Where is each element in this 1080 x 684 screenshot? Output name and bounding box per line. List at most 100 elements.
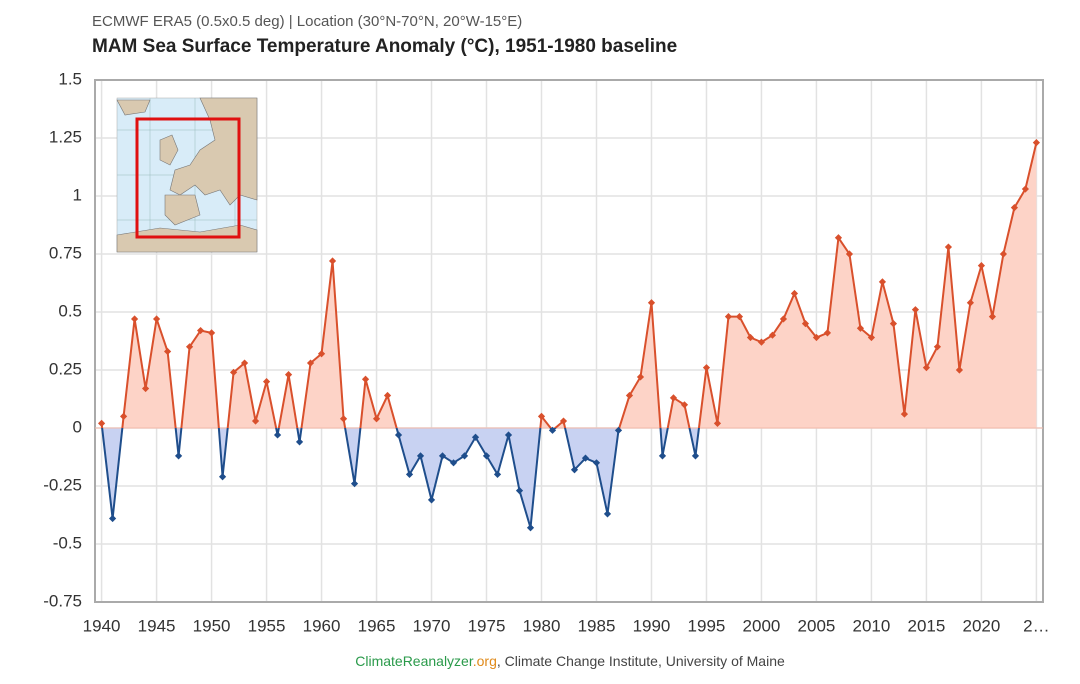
data-point — [163, 347, 172, 356]
data-point — [911, 306, 920, 314]
y-tick-label: -0.75 — [43, 591, 82, 610]
x-tick-label: 2015 — [908, 616, 946, 635]
data-point — [757, 338, 766, 346]
data-point — [339, 415, 348, 423]
source-domain: .org — [473, 653, 497, 669]
x-tick-label: 1960 — [303, 616, 341, 635]
data-point — [724, 313, 733, 321]
data-point — [878, 278, 887, 286]
data-point — [636, 373, 645, 381]
data-point — [614, 426, 623, 434]
data-point — [119, 412, 128, 420]
data-point — [713, 419, 722, 427]
data-point — [504, 431, 513, 439]
y-tick-label: 1.5 — [58, 69, 82, 88]
data-point — [449, 459, 458, 467]
source-site: ClimateReanalyzer — [355, 653, 474, 669]
data-point — [834, 234, 843, 242]
data-point — [361, 375, 370, 383]
data-point — [900, 410, 909, 418]
data-point — [548, 426, 557, 434]
data-point — [801, 320, 810, 328]
data-point — [108, 514, 117, 523]
data-point — [658, 452, 667, 460]
data-point — [922, 364, 931, 372]
positive-line — [100, 142, 1038, 428]
data-point — [966, 299, 975, 307]
data-point — [845, 250, 854, 258]
data-point — [746, 333, 755, 342]
data-point — [570, 466, 579, 474]
data-point — [735, 313, 744, 321]
data-point — [306, 359, 315, 367]
data-point — [493, 470, 502, 478]
data-point — [559, 417, 568, 425]
y-tick-label: -0.25 — [43, 475, 82, 494]
y-tick-label: 1 — [73, 185, 82, 204]
data-point — [581, 454, 590, 462]
data-point — [372, 415, 381, 423]
data-point — [889, 320, 898, 328]
data-point — [999, 250, 1008, 258]
data-point — [977, 262, 986, 270]
x-tick-label: 1980 — [523, 616, 561, 635]
data-point — [273, 431, 282, 439]
data-point — [944, 243, 953, 251]
data-point — [1010, 204, 1019, 212]
data-point — [295, 438, 304, 446]
data-point — [394, 431, 403, 439]
data-point — [768, 331, 777, 339]
y-tick-label: -0.5 — [53, 533, 82, 552]
y-tick-label: 0.75 — [49, 243, 82, 262]
data-point — [405, 470, 414, 478]
plot-frame — [94, 79, 1044, 603]
data-point — [383, 391, 392, 400]
data-point — [97, 419, 106, 427]
data-point — [185, 343, 194, 351]
map-inset — [116, 97, 258, 253]
x-tick-label: 2000 — [743, 616, 781, 635]
data-point — [647, 299, 656, 307]
data-point — [416, 452, 425, 460]
data-point — [438, 452, 447, 460]
x-tick-label: 1975 — [468, 616, 506, 635]
x-tick-label: 1950 — [193, 616, 231, 635]
x-tick-label: 1955 — [248, 616, 286, 635]
data-point — [691, 452, 700, 460]
data-point — [603, 510, 612, 518]
x-tick-label: 1995 — [688, 616, 726, 635]
data-point — [526, 524, 535, 532]
data-point — [1021, 185, 1030, 193]
data-point — [218, 473, 227, 481]
data-point — [427, 496, 436, 504]
data-point — [790, 289, 799, 298]
data-point — [867, 333, 876, 342]
chart-subtitle: ECMWF ERA5 (0.5x0.5 deg) | Location (30°… — [92, 13, 522, 30]
x-tick-label: 1970 — [413, 616, 451, 635]
data-point — [174, 452, 183, 460]
data-point — [856, 324, 865, 332]
data-point — [207, 329, 216, 337]
data-point — [702, 364, 711, 372]
x-tick-label: 1945 — [138, 616, 176, 635]
data-point — [779, 315, 788, 323]
y-tick-label: 1.25 — [49, 127, 82, 146]
data-point — [515, 487, 524, 495]
data-point — [482, 452, 491, 460]
x-tick-label: 2020 — [962, 616, 1000, 635]
y-tick-label: 0 — [73, 417, 82, 436]
data-point — [328, 257, 337, 265]
positive-area — [101, 142, 1037, 428]
x-tick-label: 2010 — [853, 616, 891, 635]
y-tick-label: 0.5 — [58, 301, 82, 320]
data-point — [955, 366, 964, 374]
source-institution: , Climate Change Institute, University o… — [497, 653, 785, 669]
x-tick-label: 1940 — [83, 616, 121, 635]
data-point — [680, 401, 689, 409]
data-point — [625, 391, 634, 400]
data-point — [988, 313, 997, 321]
data-point — [812, 333, 821, 342]
data-point — [350, 480, 359, 488]
chart-title: MAM Sea Surface Temperature Anomaly (°C)… — [92, 36, 677, 57]
